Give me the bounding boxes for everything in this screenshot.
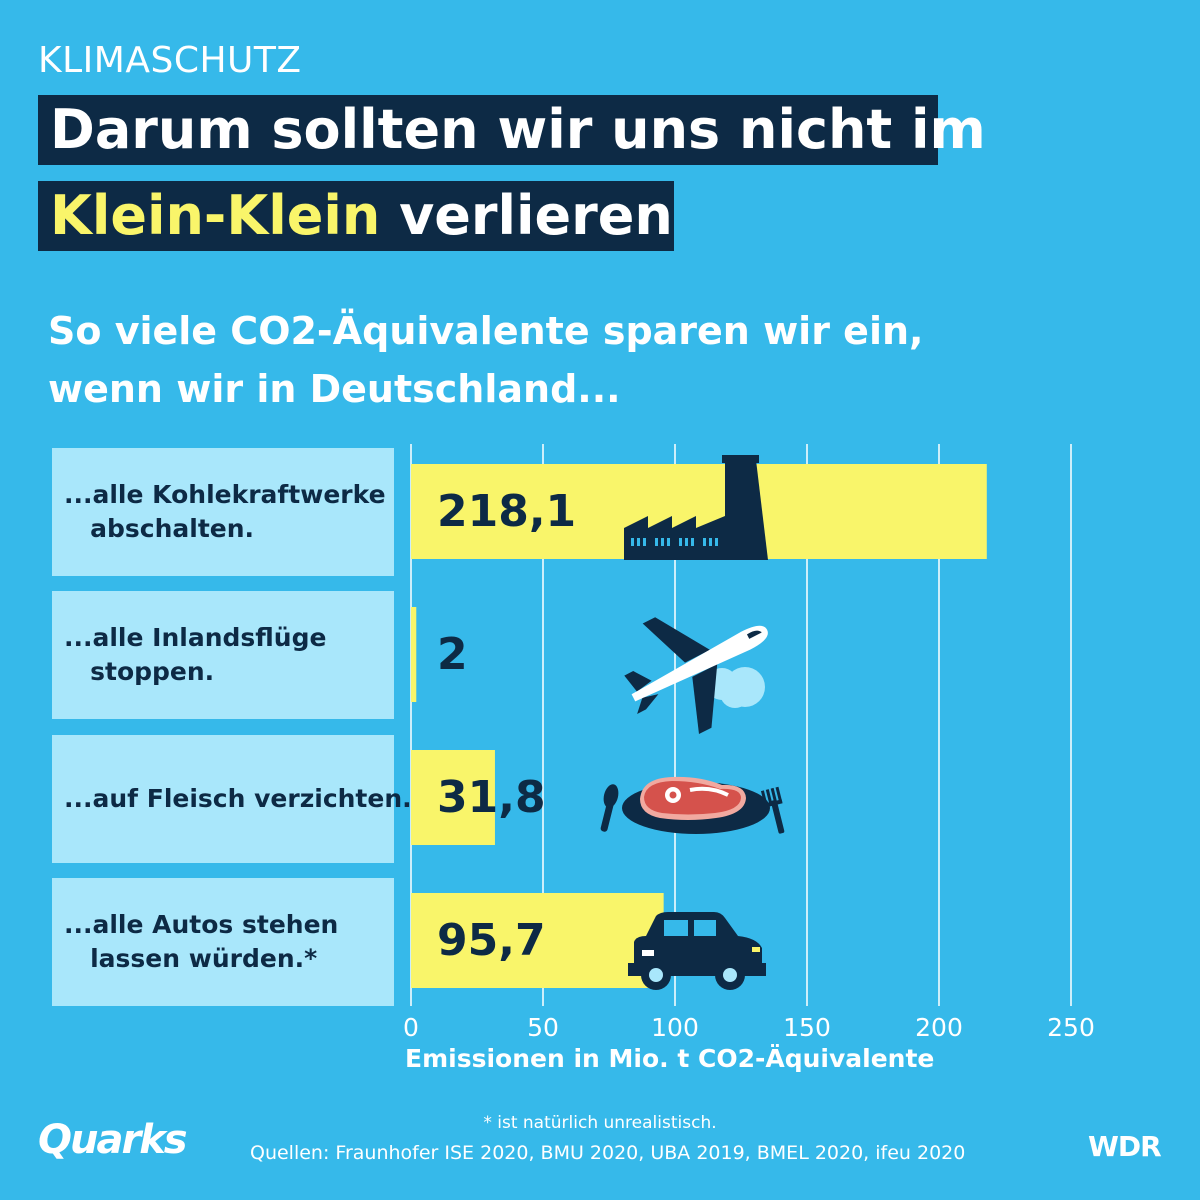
category-label-line: lassen würden.* (64, 944, 318, 973)
x-tick-label: 200 (915, 1013, 963, 1042)
x-axis-label: Emissionen in Mio. t CO2-Äquivalente (405, 1043, 934, 1073)
icons (600, 455, 785, 990)
title-rest: verlieren (380, 184, 673, 247)
steak-plate-icon (600, 776, 785, 834)
bar (411, 607, 417, 702)
category-label-line: ...alle Inlandsflüge (64, 623, 327, 652)
category-label-line: ...alle Autos stehen (64, 910, 339, 939)
sources: Quellen: Fraunhofer ISE 2020, BMU 2020, … (250, 1142, 966, 1164)
value-label: 31,8 (437, 772, 546, 823)
subtitle: So viele CO2-Äquivalente sparen wir ein,… (48, 302, 923, 418)
car-icon (628, 912, 766, 990)
x-tick-label: 0 (403, 1013, 419, 1042)
category-label-coal: ...alle Kohlekraftwerke abschalten. (52, 448, 394, 576)
x-axis-ticks: 0 50 100 150 200 250 (403, 1013, 1095, 1042)
category-label-line: ...auf Fleisch verzichten. (64, 784, 412, 813)
title-line-1: Darum sollten wir uns nicht im (38, 95, 986, 165)
subtitle-line-2: wenn wir in Deutschland... (48, 367, 621, 411)
airplane-icon (624, 617, 768, 735)
bar (411, 893, 664, 988)
bar (411, 750, 495, 845)
factory-icon (624, 455, 768, 560)
wdr-logo: WDR (1088, 1130, 1162, 1163)
value-label: 2 (437, 629, 468, 680)
title-highlight: Klein-Klein (50, 184, 381, 247)
kicker: KLIMASCHUTZ (38, 40, 302, 81)
category-label-meat: ...auf Fleisch verzichten. (52, 735, 412, 863)
category-label-line: abschalten. (64, 514, 255, 543)
subtitle-line-1: So viele CO2-Äquivalente sparen wir ein, (48, 309, 924, 353)
quarks-logo: Quarks (38, 1117, 188, 1163)
category-label-line: stoppen. (64, 657, 215, 686)
value-labels: 218,1 2 31,8 95,7 (437, 486, 576, 966)
category-label-flights: ...alle Inlandsflüge stoppen. (52, 591, 394, 719)
value-label: 95,7 (437, 915, 546, 966)
x-tick-label: 250 (1047, 1013, 1095, 1042)
title-line-2: Klein-Klein verlieren (38, 181, 674, 251)
x-tick-label: 50 (527, 1013, 559, 1042)
x-tick-label: 150 (783, 1013, 831, 1042)
value-label: 218,1 (437, 486, 576, 537)
x-tick-label: 100 (651, 1013, 699, 1042)
category-label-cars: ...alle Autos stehen lassen würden.* (52, 878, 394, 1006)
footnote: * ist natürlich unrealistisch. (483, 1113, 717, 1133)
category-label-line: ...alle Kohlekraftwerke (64, 480, 386, 509)
